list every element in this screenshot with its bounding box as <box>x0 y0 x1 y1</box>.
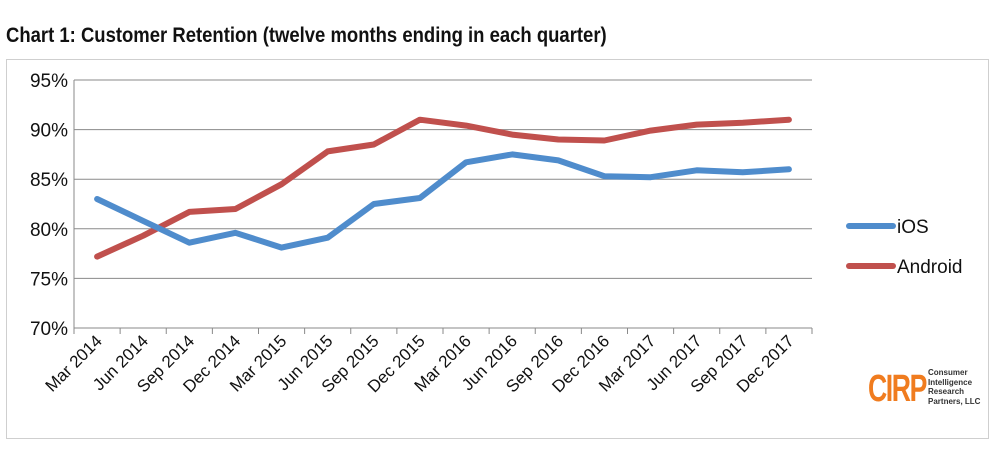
legend-label-ios: iOS <box>897 217 929 238</box>
cirp-logo: CIRP Consumer Intelligence Research Part… <box>868 366 998 422</box>
y-tick-label: 70% <box>30 319 68 340</box>
y-tick-label: 85% <box>30 170 68 191</box>
logo-text-line: Partners, LLC <box>928 396 981 406</box>
chart-frame <box>6 59 989 439</box>
logo-mark: CIRP <box>868 368 927 410</box>
logo-text: Consumer Intelligence Research Partners,… <box>928 368 988 406</box>
y-axis-ticks: 70% 75% 80% 85% 90% 95% <box>30 71 68 340</box>
logo-text-line: Consumer <box>928 368 968 377</box>
series-line-ios <box>94 151 792 251</box>
logo-text-line: Intelligence <box>928 377 973 387</box>
chart-title: Chart 1: Customer Retention (twelve mont… <box>6 24 607 47</box>
y-tick-label: 95% <box>30 71 68 92</box>
logo-text-line: Research <box>928 387 965 396</box>
y-tick-label: 75% <box>30 269 68 290</box>
grid-lines <box>73 79 813 334</box>
y-tick-label: 90% <box>30 121 68 142</box>
legend-label-android: Android <box>897 257 963 278</box>
series-line-android <box>94 116 792 260</box>
series-lines <box>94 116 792 260</box>
legend: iOS Android <box>846 217 963 278</box>
y-tick-label: 80% <box>30 220 68 241</box>
